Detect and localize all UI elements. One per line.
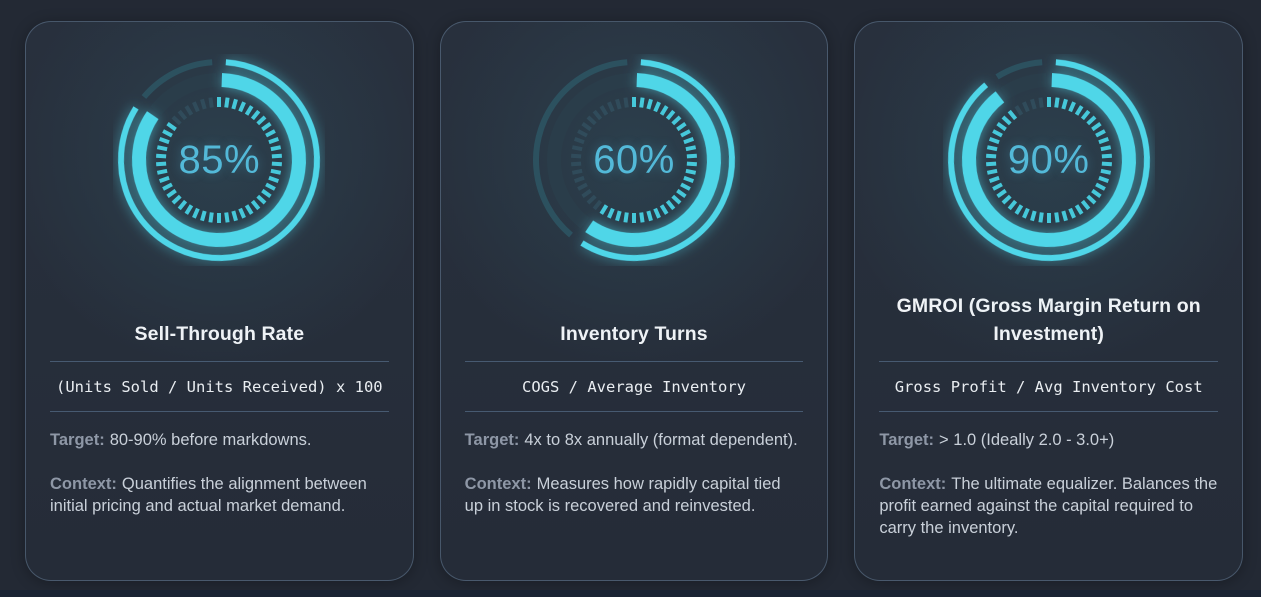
target-label: Target:: [879, 431, 935, 449]
gauge-value-label: 60%: [593, 137, 675, 182]
card-title: Inventory Turns: [560, 322, 708, 345]
formula-area: Gross Profit / Avg Inventory Cost: [855, 362, 1242, 411]
gauge-inventory-turns: 60%: [528, 54, 740, 266]
gauge-value-label: 90%: [1007, 137, 1090, 182]
formula-text: COGS / Average Inventory: [522, 377, 746, 396]
gauge-sell-through-rate: 85%: [113, 54, 325, 266]
formula-text: (Units Sold / Units Received) x 100: [56, 377, 383, 396]
target-label: Target:: [50, 431, 105, 449]
radial-gauge-chart: [947, 59, 1150, 261]
context-line: Context: Quantifies the alignment between…: [50, 473, 389, 517]
target-text: 80-90% before markdowns.: [109, 431, 312, 449]
divider: [879, 411, 1219, 412]
divider: [50, 361, 389, 362]
target-text: 4x to 8x annually (format dependent).: [524, 431, 798, 449]
card-title-area: Inventory Turns: [441, 266, 828, 361]
card-title-area: Sell-Through Rate: [26, 266, 413, 361]
kpi-cards-row: 85% Sell-Through Rate (Units Sold / Unit…: [25, 21, 1244, 581]
divider: [464, 411, 804, 412]
context-label: Context:: [879, 475, 947, 493]
context-line: Context: The ultimate equalizer. Balances…: [879, 473, 1218, 539]
card-title: GMROI (Gross Margin Return on Investment…: [896, 295, 1201, 345]
gauge-gmroi: 90%: [943, 54, 1155, 266]
card-title-area: GMROI (Gross Margin Return on Investment…: [855, 266, 1242, 361]
radial-gauge-chart: [118, 59, 321, 261]
formula-area: (Units Sold / Units Received) x 100: [26, 362, 413, 411]
gauge-value-label: 85%: [178, 137, 261, 182]
formula-text: Gross Profit / Avg Inventory Cost: [894, 377, 1203, 396]
divider: [879, 361, 1219, 362]
divider: [464, 361, 804, 362]
target-line: Target: 80-90% before markdowns.: [50, 429, 389, 451]
target-line: Target: 4x to 8x annually (format depende…: [465, 429, 804, 451]
context-text: Measures how rapidly capital tied up in …: [464, 475, 781, 515]
bottom-strip: [0, 590, 1261, 597]
context-text: The ultimate equalizer. Balances the pro…: [879, 475, 1218, 537]
target-line: Target: > 1.0 (Ideally 2.0 - 3.0+): [879, 429, 1218, 451]
context-label: Context:: [464, 475, 532, 493]
target-label: Target:: [464, 431, 520, 449]
context-text: Quantifies the alignment between initial…: [50, 475, 367, 515]
context-label: Context:: [50, 475, 117, 493]
kpi-card-inventory-turns: 60% Inventory Turns COGS / Average Inven…: [439, 21, 829, 581]
target-text: > 1.0 (Ideally 2.0 - 3.0+): [939, 431, 1115, 449]
card-title: Sell-Through Rate: [134, 322, 305, 345]
divider: [50, 411, 389, 412]
radial-gauge-chart: [533, 59, 735, 261]
kpi-card-gmroi: 90% GMROI (Gross Margin Return on Invest…: [854, 21, 1244, 581]
kpi-card-sell-through-rate: 85% Sell-Through Rate (Units Sold / Unit…: [25, 21, 414, 581]
formula-area: COGS / Average Inventory: [441, 362, 828, 411]
context-line: Context: Measures how rapidly capital tie…: [465, 473, 804, 517]
